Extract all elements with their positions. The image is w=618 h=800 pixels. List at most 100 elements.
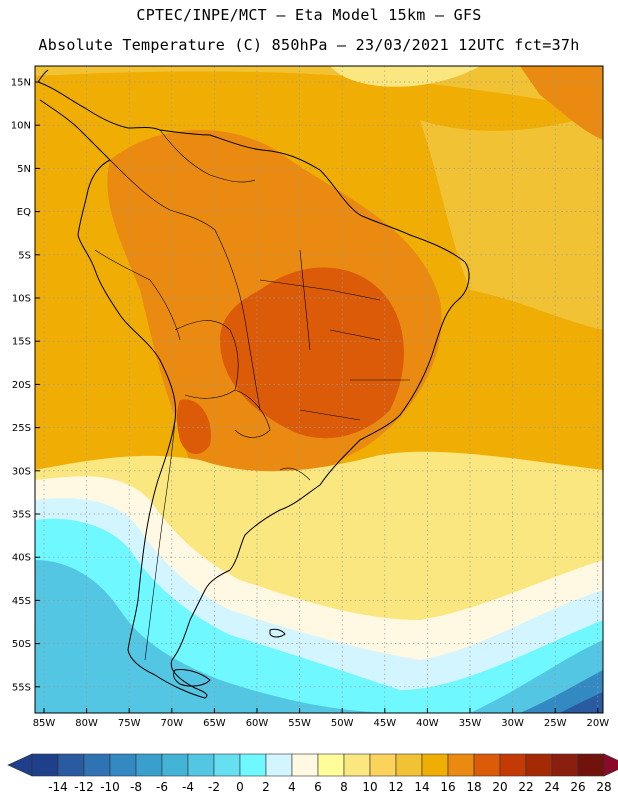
longitude-label: 20W — [586, 718, 609, 729]
border-brazil-west — [214, 229, 261, 411]
colorbar-swatch — [187, 753, 215, 777]
map-title: CPTEC/INPE/MCT – Eta Model 15km – GFS — [136, 6, 482, 24]
latitude-label: 35S — [12, 510, 31, 521]
latitude-label: 45S — [12, 596, 31, 607]
longitude-label: 25W — [544, 718, 567, 729]
colorbar — [7, 753, 618, 777]
longitude-label: 40W — [416, 718, 439, 729]
colorbar-swatch — [577, 753, 605, 777]
colorbar-label: 14 — [414, 780, 430, 794]
colorbar-swatch — [31, 753, 59, 777]
longitude-label: 75W — [118, 718, 141, 729]
latitude-label: 55S — [12, 682, 31, 693]
longitude-label: 55W — [288, 718, 311, 729]
field-mild-atlantic — [420, 110, 603, 330]
colorbar-swatch — [135, 753, 163, 777]
colorbar-label: -6 — [156, 780, 168, 794]
colorbar-swatch — [265, 753, 293, 777]
coastlines — [37, 69, 470, 699]
latitude-label: 10N — [11, 121, 31, 132]
field-mild-north — [35, 66, 603, 110]
colorbar-label: -10 — [100, 780, 120, 794]
colorbar-low-arrow — [7, 753, 33, 777]
colorbar-label: 26 — [570, 780, 586, 794]
colorbar-swatch — [213, 753, 241, 777]
coastline-central-america — [37, 69, 49, 83]
colorbar-label: 10 — [362, 780, 378, 794]
colorbar-label: 28 — [596, 780, 612, 794]
border-brazil-states — [259, 249, 410, 421]
colorbar-label: 0 — [236, 780, 244, 794]
border-argentina-chile — [144, 419, 176, 661]
colorbar-swatch — [499, 753, 527, 777]
colorbar-swatch — [369, 753, 397, 777]
map-frame — [34, 65, 604, 714]
colorbar-swatch — [343, 753, 371, 777]
longitude-label: 30W — [501, 718, 524, 729]
border-bolivia — [174, 320, 239, 399]
colorbar-label: -4 — [182, 780, 194, 794]
colorbar-label: 8 — [340, 780, 348, 794]
colorbar-label: 12 — [388, 780, 404, 794]
longitude-label: 45W — [373, 718, 396, 729]
colorbar-swatch — [239, 753, 267, 777]
border-paraguay — [234, 389, 271, 438]
longitude-label: 35W — [459, 718, 482, 729]
field-hot-andes — [177, 399, 211, 455]
coastline-tierra-del-fuego — [173, 669, 211, 687]
coastline-falklands — [269, 628, 286, 638]
colorbar-label: 6 — [314, 780, 322, 794]
border-venezuela — [159, 129, 256, 183]
latitude-label: 5S — [18, 250, 31, 261]
colorbar-label: 24 — [544, 780, 560, 794]
border-colombia — [109, 159, 216, 231]
longitude-label: 60W — [246, 718, 269, 729]
longitude-label: 80W — [75, 718, 98, 729]
latitude-label: 50S — [12, 639, 31, 650]
colorbar-label: 18 — [466, 780, 482, 794]
coastline-south-america — [37, 81, 470, 699]
longitude-label: 50W — [331, 718, 354, 729]
colorbar-label: 20 — [492, 780, 508, 794]
longitude-label: 65W — [203, 718, 226, 729]
colorbar-swatch — [291, 753, 319, 777]
colorbar-swatch — [551, 753, 579, 777]
field-warmer-northeast — [520, 66, 603, 140]
field-deepblue-east — [560, 692, 603, 713]
latitude-label: 15S — [12, 337, 31, 348]
latitude-label: 25S — [12, 423, 31, 434]
colorbar-swatch — [109, 753, 137, 777]
latitude-label: 20S — [12, 380, 31, 391]
border-peru — [94, 249, 181, 341]
colorbar-label: 4 — [288, 780, 296, 794]
colorbar-high-arrow — [603, 753, 618, 777]
country-borders — [94, 129, 410, 661]
latitude-label: EQ — [17, 207, 31, 218]
colorbar-swatch — [447, 753, 475, 777]
border-uruguay — [279, 467, 311, 481]
colorbar-label: -12 — [74, 780, 94, 794]
colorbar-swatch — [421, 753, 449, 777]
colorbar-swatch — [317, 753, 345, 777]
colorbar-label: 16 — [440, 780, 456, 794]
temperature-field — [35, 66, 603, 713]
colorbar-swatch — [57, 753, 85, 777]
colorbar-swatch — [525, 753, 553, 777]
colorbar-label: 22 — [518, 780, 534, 794]
colorbar-swatch — [161, 753, 189, 777]
map-subtitle: Absolute Temperature (C) 850hPa – 23/03/… — [38, 36, 580, 54]
colorbar-swatch — [83, 753, 111, 777]
latitude-label: 5N — [17, 164, 31, 175]
field-teal — [35, 560, 400, 713]
latitude-axis: 15N 10N 5N EQ 5S 10S 15S 20S 25S 30S 35S 40S 45S 50S 5… — [11, 78, 40, 693]
latitude-label: 30S — [12, 466, 31, 477]
latitude-label: 40S — [12, 553, 31, 564]
field-hot-central — [220, 267, 404, 439]
latitude-label: 10S — [12, 294, 31, 305]
colorbar-label: 2 — [262, 780, 270, 794]
colorbar-label: -8 — [130, 780, 142, 794]
graticule — [35, 66, 603, 713]
longitude-label: 70W — [160, 718, 183, 729]
longitude-axis: 85W 80W 75W 70W 65W 60W 55W 50W 45W 40W 35W 30W 25W 2… — [33, 708, 609, 729]
